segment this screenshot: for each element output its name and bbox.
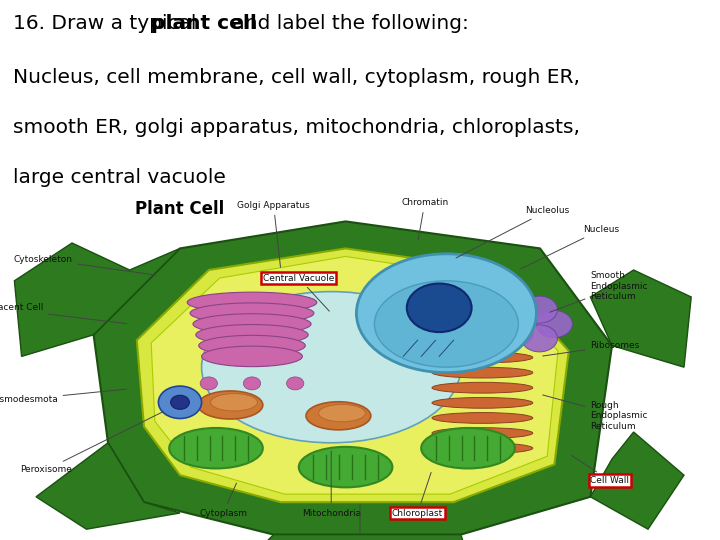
Ellipse shape xyxy=(193,314,311,334)
Ellipse shape xyxy=(190,303,314,323)
Circle shape xyxy=(498,302,534,329)
Text: Cytoskeleton: Cytoskeleton xyxy=(13,255,156,275)
Ellipse shape xyxy=(421,428,515,468)
Circle shape xyxy=(243,377,261,390)
Circle shape xyxy=(287,377,304,390)
Text: Plasmodesmota: Plasmodesmota xyxy=(0,389,127,404)
Ellipse shape xyxy=(202,346,302,367)
Polygon shape xyxy=(14,243,180,356)
Text: Ribosomes: Ribosomes xyxy=(543,341,639,356)
Polygon shape xyxy=(137,248,569,502)
Polygon shape xyxy=(94,221,612,535)
Text: Plant Cell: Plant Cell xyxy=(135,200,225,218)
Ellipse shape xyxy=(199,335,305,356)
Ellipse shape xyxy=(432,367,533,378)
Circle shape xyxy=(521,296,557,323)
Text: Peroxisome: Peroxisome xyxy=(20,411,163,474)
Ellipse shape xyxy=(374,281,518,367)
Ellipse shape xyxy=(432,397,533,408)
Ellipse shape xyxy=(202,292,461,443)
Ellipse shape xyxy=(432,382,533,393)
Text: plant cell: plant cell xyxy=(151,14,257,33)
Circle shape xyxy=(498,319,534,346)
Ellipse shape xyxy=(187,292,317,313)
Text: 16. Draw a typical: 16. Draw a typical xyxy=(13,14,203,33)
Circle shape xyxy=(407,284,472,332)
Ellipse shape xyxy=(169,428,263,468)
Text: Nucleus: Nucleus xyxy=(521,225,619,269)
Text: Rough
Endoplasmic
Reticulum: Rough Endoplasmic Reticulum xyxy=(543,395,648,431)
Text: smooth ER, golgi apparatus, mitochondria, chloroplasts,: smooth ER, golgi apparatus, mitochondria… xyxy=(13,118,580,137)
Circle shape xyxy=(536,310,572,338)
Text: Cell Wall: Cell Wall xyxy=(571,455,629,485)
Text: Plasma Membrane: Plasma Membrane xyxy=(318,505,402,540)
Ellipse shape xyxy=(198,391,263,419)
Circle shape xyxy=(521,325,557,352)
Text: Smooth
Endoplasmic
Reticulum: Smooth Endoplasmic Reticulum xyxy=(550,271,648,312)
Ellipse shape xyxy=(432,413,533,423)
Polygon shape xyxy=(252,535,468,540)
Polygon shape xyxy=(151,256,558,494)
Text: Nucleolus: Nucleolus xyxy=(456,206,570,258)
Ellipse shape xyxy=(319,404,365,422)
Polygon shape xyxy=(590,432,684,529)
Ellipse shape xyxy=(432,428,533,438)
Text: Wall of Adjacent Cell: Wall of Adjacent Cell xyxy=(0,303,127,323)
Text: Chloroplast: Chloroplast xyxy=(392,472,444,517)
Ellipse shape xyxy=(432,352,533,363)
Ellipse shape xyxy=(196,325,308,345)
Polygon shape xyxy=(36,443,180,529)
Ellipse shape xyxy=(356,254,536,373)
Circle shape xyxy=(171,395,189,409)
Text: Mitochondria: Mitochondria xyxy=(302,451,361,517)
Ellipse shape xyxy=(299,447,392,487)
Circle shape xyxy=(158,386,202,418)
Ellipse shape xyxy=(306,402,371,430)
Text: large central vacuole: large central vacuole xyxy=(13,167,226,186)
Text: Central Vacuole: Central Vacuole xyxy=(263,274,335,311)
Text: Chromatin: Chromatin xyxy=(401,198,449,240)
Text: Golgi Apparatus: Golgi Apparatus xyxy=(237,201,310,267)
Ellipse shape xyxy=(210,394,258,411)
Text: and label the following:: and label the following: xyxy=(226,14,469,33)
Text: Cytoplasm: Cytoplasm xyxy=(199,483,247,517)
Ellipse shape xyxy=(432,443,533,454)
Polygon shape xyxy=(590,270,691,367)
Text: Nucleus, cell membrane, cell wall, cytoplasm, rough ER,: Nucleus, cell membrane, cell wall, cytop… xyxy=(13,68,580,87)
Circle shape xyxy=(200,377,217,390)
